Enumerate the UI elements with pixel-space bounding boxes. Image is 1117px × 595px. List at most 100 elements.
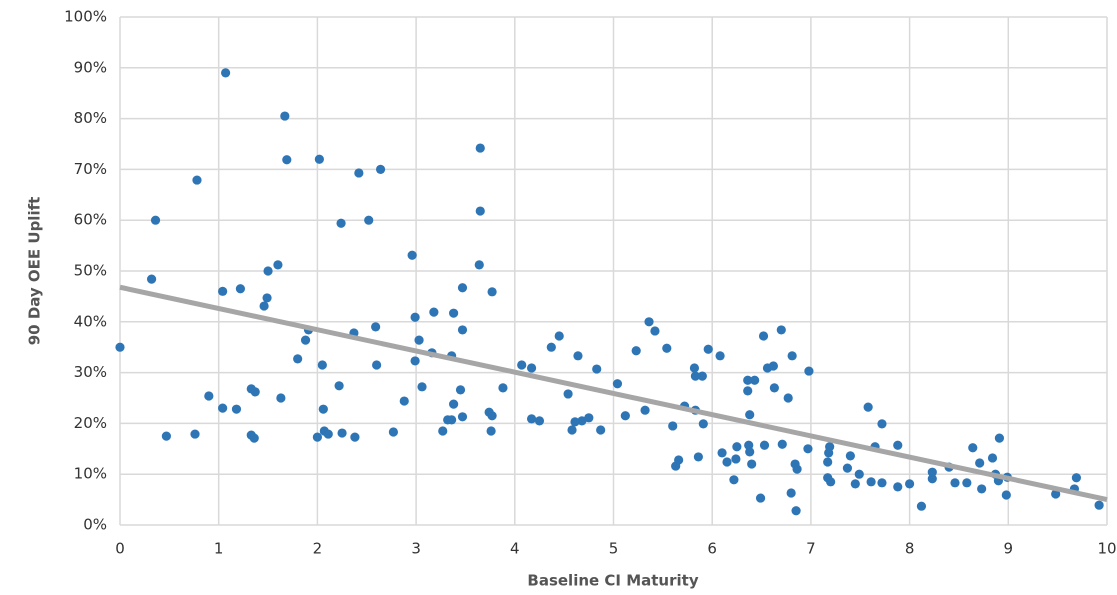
data-point bbox=[863, 402, 873, 412]
data-point bbox=[747, 459, 757, 469]
data-point bbox=[354, 168, 364, 178]
data-point bbox=[235, 284, 246, 294]
y-tick-label: 100% bbox=[64, 8, 107, 26]
data-point bbox=[745, 410, 755, 420]
data-point bbox=[994, 433, 1005, 443]
data-point bbox=[1071, 473, 1082, 483]
data-point bbox=[662, 343, 672, 353]
data-point bbox=[573, 351, 583, 361]
trendline bbox=[119, 284, 1108, 503]
data-point bbox=[577, 416, 587, 426]
data-point bbox=[563, 389, 573, 399]
data-point bbox=[743, 386, 753, 396]
data-point bbox=[554, 331, 564, 341]
y-tick-label: 70% bbox=[74, 160, 107, 178]
data-point bbox=[1051, 489, 1061, 499]
data-point bbox=[192, 175, 202, 185]
data-point bbox=[457, 283, 468, 293]
data-point bbox=[745, 447, 755, 457]
data-point bbox=[300, 335, 311, 345]
x-tick-label: 5 bbox=[609, 540, 619, 558]
data-point bbox=[842, 463, 853, 473]
data-point bbox=[263, 266, 273, 276]
data-point bbox=[791, 506, 801, 516]
data-point bbox=[777, 439, 787, 449]
data-point bbox=[927, 474, 937, 484]
x-tick-label: 10 bbox=[1097, 540, 1116, 558]
data-point bbox=[893, 440, 903, 450]
data-point bbox=[259, 301, 269, 311]
data-point bbox=[845, 451, 855, 461]
data-point bbox=[323, 429, 333, 439]
data-point bbox=[715, 351, 725, 361]
data-point bbox=[475, 143, 485, 153]
data-point bbox=[769, 383, 779, 393]
data-point bbox=[364, 215, 374, 225]
x-axis-title: Baseline CI Maturity bbox=[527, 572, 698, 590]
data-point bbox=[526, 363, 537, 373]
data-point bbox=[612, 379, 623, 389]
data-point bbox=[546, 342, 556, 352]
data-point bbox=[729, 475, 739, 485]
x-tick-label: 1 bbox=[214, 540, 224, 558]
y-tick-label: 90% bbox=[74, 58, 107, 76]
x-tick-label: 9 bbox=[1004, 540, 1014, 558]
data-point bbox=[280, 111, 290, 121]
data-point bbox=[631, 346, 641, 356]
data-point bbox=[758, 331, 769, 341]
data-point bbox=[312, 432, 322, 442]
data-point bbox=[447, 415, 457, 425]
data-point bbox=[429, 307, 439, 317]
data-point bbox=[640, 405, 650, 415]
data-point bbox=[804, 366, 814, 376]
y-tick-label: 0% bbox=[83, 516, 107, 534]
data-point bbox=[620, 411, 630, 421]
data-point bbox=[231, 404, 242, 414]
data-point bbox=[457, 412, 468, 422]
data-point bbox=[517, 360, 527, 370]
data-point bbox=[592, 364, 602, 374]
x-tick-label: 0 bbox=[115, 540, 125, 558]
data-point bbox=[668, 421, 678, 431]
data-point bbox=[372, 360, 382, 370]
data-point bbox=[410, 312, 420, 322]
data-point bbox=[455, 385, 466, 395]
data-point bbox=[905, 479, 915, 489]
data-point bbox=[787, 351, 797, 361]
data-point bbox=[218, 403, 228, 413]
data-point bbox=[927, 467, 937, 477]
data-point bbox=[850, 479, 860, 489]
data-point bbox=[474, 260, 484, 270]
data-point bbox=[486, 426, 496, 436]
data-point bbox=[823, 457, 833, 467]
data-point bbox=[977, 484, 987, 494]
data-point bbox=[350, 432, 360, 442]
data-point bbox=[750, 375, 760, 385]
data-point bbox=[487, 287, 497, 297]
data-point bbox=[417, 382, 427, 392]
data-point bbox=[498, 383, 508, 393]
data-point bbox=[1094, 500, 1104, 510]
data-point bbox=[337, 428, 347, 438]
data-point bbox=[282, 155, 292, 165]
data-point bbox=[221, 68, 231, 78]
data-point bbox=[410, 356, 420, 366]
data-point bbox=[768, 361, 778, 371]
x-tick-label: 8 bbox=[905, 540, 915, 558]
data-point bbox=[317, 360, 327, 370]
data-point bbox=[650, 326, 660, 336]
y-tick-label: 80% bbox=[74, 109, 107, 127]
data-point bbox=[722, 457, 732, 467]
data-point bbox=[703, 344, 713, 354]
data-point bbox=[567, 425, 577, 435]
data-point bbox=[786, 488, 796, 498]
x-tick-label: 4 bbox=[510, 540, 520, 558]
data-point bbox=[314, 154, 324, 164]
data-point bbox=[190, 429, 200, 439]
data-point bbox=[449, 308, 459, 318]
data-point bbox=[438, 426, 448, 436]
data-point bbox=[792, 464, 802, 474]
data-point bbox=[950, 478, 960, 488]
